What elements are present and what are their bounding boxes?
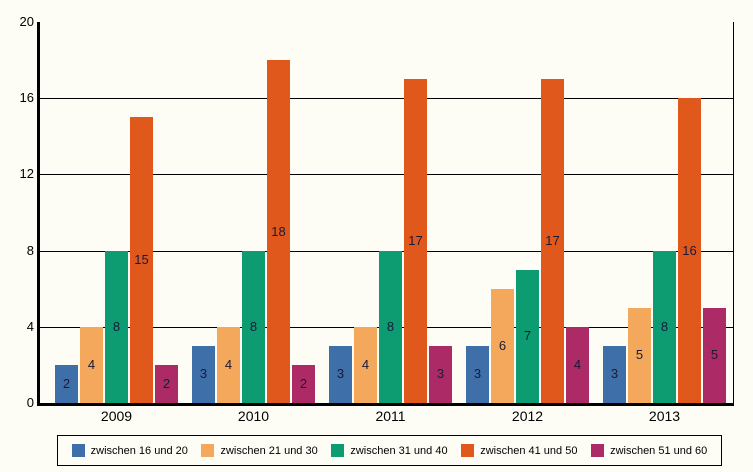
- bar-value-label: 17: [545, 233, 560, 249]
- bar-zwischen-21-und-30: 4: [217, 326, 240, 403]
- bar-zwischen-21-und-30: 4: [354, 326, 377, 403]
- bar-value-label: 3: [610, 366, 619, 382]
- y-axis-tick-label: 20: [19, 14, 34, 29]
- bar-value-label: 4: [87, 356, 96, 372]
- bar-value-label: 4: [573, 356, 582, 372]
- bar-value-label: 4: [361, 356, 370, 372]
- bar-zwischen-51-und-60: 3: [429, 345, 452, 403]
- legend-swatch: [331, 444, 345, 457]
- bar-zwischen-21-und-30: 5: [628, 307, 651, 403]
- legend-label: zwischen 51 und 60: [610, 444, 708, 457]
- bar-zwischen-31-und-40: 8: [653, 250, 676, 403]
- bar-value-label: 7: [523, 328, 532, 344]
- legend: zwischen 16 und 20 zwischen 21 und 30 zwis…: [57, 435, 722, 466]
- legend-label: zwischen 16 und 20: [90, 444, 188, 457]
- bar-zwischen-16-und-20: 2: [55, 364, 78, 403]
- bar-value-label: 2: [299, 375, 308, 391]
- x-axis-category-label: 2012: [511, 408, 544, 424]
- legend-swatch: [201, 444, 215, 457]
- x-axis-line: [37, 403, 734, 406]
- bar-zwischen-51-und-60: 4: [566, 326, 589, 403]
- legend-swatch: [71, 444, 85, 457]
- bar-value-label: 16: [682, 242, 697, 258]
- bar-zwischen-31-und-40: 8: [105, 250, 128, 403]
- x-axis-category-label: 2013: [648, 408, 681, 424]
- bar-zwischen-16-und-20: 3: [192, 345, 215, 403]
- gridline: [40, 98, 733, 100]
- bar-value-label: 15: [134, 252, 149, 268]
- y-axis-line: [37, 22, 40, 406]
- legend-swatch: [591, 444, 605, 457]
- bar-zwischen-16-und-20: 3: [466, 345, 489, 403]
- bar-zwischen-41-und-50: 16: [678, 98, 701, 403]
- bar-value-label: 2: [62, 375, 71, 391]
- y-axis-tick-label: 4: [26, 318, 34, 334]
- x-axis-category-label: 2011: [375, 408, 406, 424]
- bar-value-label: 8: [249, 318, 258, 334]
- bar-value-label: 8: [112, 318, 121, 334]
- bar-zwischen-41-und-50: 17: [541, 79, 564, 403]
- bar-zwischen-51-und-60: 5: [703, 307, 726, 403]
- legend-item: zwischen 51 und 60: [591, 444, 707, 457]
- plot-right-border: [733, 22, 734, 403]
- bar-value-label: 8: [660, 318, 669, 334]
- x-axis-category-label: 2010: [237, 408, 270, 424]
- legend-label: zwischen 21 und 30: [220, 444, 318, 457]
- bar-value-label: 5: [635, 347, 644, 363]
- x-axis-category-label: 2009: [100, 408, 133, 424]
- y-axis-tick-label: 0: [26, 395, 34, 410]
- legend-label: zwischen 41 und 50: [480, 444, 578, 457]
- bar-zwischen-16-und-20: 3: [603, 345, 626, 403]
- legend-swatch: [461, 444, 475, 457]
- legend-item: zwischen 16 und 20: [71, 444, 188, 457]
- bar-value-label: 5: [710, 347, 719, 363]
- bar-zwischen-51-und-60: 2: [155, 364, 178, 403]
- bar-value-label: 4: [224, 356, 233, 372]
- bar-zwischen-41-und-50: 15: [130, 117, 153, 403]
- bar-zwischen-41-und-50: 17: [404, 79, 427, 403]
- bar-value-label: 18: [271, 223, 286, 239]
- bar-value-label: 2: [162, 375, 171, 391]
- bar-value-label: 8: [386, 318, 395, 334]
- bar-value-label: 3: [199, 366, 208, 382]
- bar-zwischen-21-und-30: 6: [491, 288, 514, 403]
- gridline: [40, 174, 733, 176]
- bar-zwischen-31-und-40: 8: [242, 250, 265, 403]
- bar-value-label: 6: [498, 337, 507, 353]
- legend-label: zwischen 31 und 40: [350, 444, 448, 457]
- bar-zwischen-31-und-40: 8: [379, 250, 402, 403]
- legend-item: zwischen 31 und 40: [331, 444, 448, 457]
- bar-value-label: 3: [436, 366, 445, 382]
- y-axis-tick-label: 8: [26, 242, 34, 258]
- y-axis-tick-label: 12: [19, 166, 34, 182]
- y-axis-tick-label: 16: [19, 90, 34, 106]
- bar-value-label: 17: [408, 233, 423, 249]
- legend-item: zwischen 21 und 30: [201, 444, 318, 457]
- bar-zwischen-41-und-50: 18: [267, 60, 290, 403]
- bar-value-label: 3: [473, 366, 482, 382]
- bar-value-label: 3: [336, 366, 345, 382]
- bar-zwischen-51-und-60: 2: [292, 364, 315, 403]
- bar-zwischen-31-und-40: 7: [516, 269, 539, 403]
- bar-zwischen-16-und-20: 3: [329, 345, 352, 403]
- bar-zwischen-21-und-30: 4: [80, 326, 103, 403]
- legend-item: zwischen 41 und 50: [461, 444, 577, 457]
